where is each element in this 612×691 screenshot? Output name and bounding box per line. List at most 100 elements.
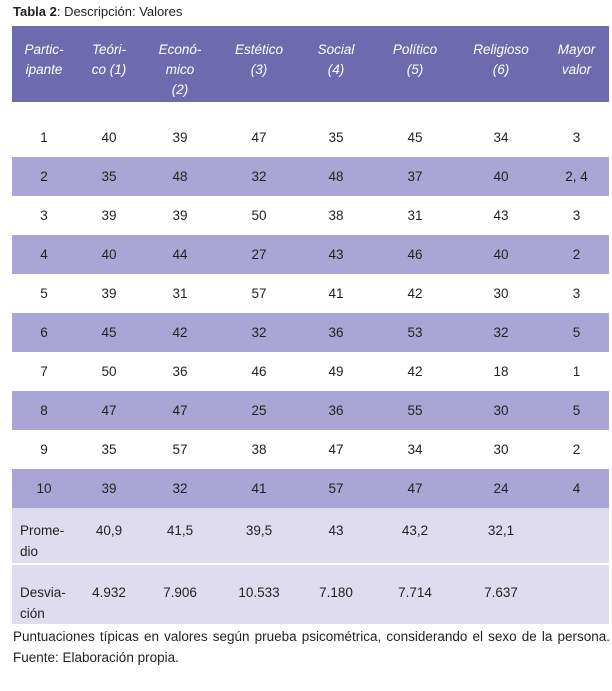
table-cell: 3 — [572, 130, 581, 145]
table-cell: 18 — [493, 364, 509, 379]
summary-cell: 7.637 — [458, 564, 544, 624]
table-cell: 40 — [101, 130, 117, 145]
table-cell: 43 — [300, 235, 372, 274]
summary-label-line: ción — [20, 606, 45, 621]
table-cell: 41 — [328, 286, 344, 301]
table-title: : Descripción: Valores — [56, 4, 183, 19]
table-cell: 46 — [251, 364, 267, 379]
column-header-line: (6) — [492, 62, 510, 77]
table-cell: 57 — [251, 286, 267, 301]
summary-cell: 10.533 — [218, 564, 300, 624]
table-cell: 39 — [76, 469, 142, 508]
column-header-line: Mayor — [557, 42, 596, 57]
table-cell: 43 — [493, 208, 509, 223]
column-header-line: (4) — [327, 62, 345, 77]
table-cell: 9 — [40, 442, 48, 457]
summary-row: Prome-dio 40,9 41,5 39,5 43 43,2 32,1 — [12, 508, 609, 565]
table-cell: 39 — [101, 208, 117, 223]
summary-label-line: Prome- — [20, 523, 65, 538]
summary-cell: 43 — [300, 508, 372, 565]
table-body: 1 40 39 47 35 45 34 3 2 35 48 32 48 37 40 2, 4 3 39 39 50 38… — [12, 102, 609, 624]
table-cell: 27 — [218, 235, 300, 274]
table-caption: Tabla 2: Descripción: Valores — [13, 3, 182, 20]
table-cell: 39 — [172, 208, 188, 223]
table-cell: 2 — [12, 157, 76, 196]
table-row: 6 45 42 32 36 53 32 5 — [12, 313, 609, 352]
table-cell: 25 — [218, 391, 300, 430]
column-header: Social (4) — [300, 26, 372, 102]
table-cell: 2, 4 — [544, 157, 609, 196]
table-cell: 7 — [40, 364, 48, 379]
column-header-line: mico — [165, 62, 195, 77]
table-cell: 57 — [172, 442, 188, 457]
summary-cell — [544, 564, 609, 624]
table-number: Tabla 2 — [13, 4, 57, 19]
table-cell: 47 — [372, 469, 458, 508]
table-cell: 47 — [251, 130, 267, 145]
table-cell: 1 — [40, 130, 48, 145]
table-cell: 41 — [218, 469, 300, 508]
column-header: Econó-mico (2) — [142, 26, 218, 102]
table-row: 10 39 32 41 57 47 24 4 — [12, 469, 609, 508]
table-cell: 47 — [76, 391, 142, 430]
table-cell: 3 — [40, 208, 48, 223]
summary-cell: 7.180 — [300, 564, 372, 624]
table-cell: 48 — [300, 157, 372, 196]
table-cell: 24 — [458, 469, 544, 508]
table-cell: 34 — [493, 130, 509, 145]
column-header: Mayor valor — [544, 26, 609, 102]
table-cell: 31 — [407, 208, 423, 223]
table-cell: 5 — [544, 313, 609, 352]
table-cell: 31 — [172, 286, 188, 301]
summary-cell — [544, 508, 609, 565]
column-header: Estético (3) — [218, 26, 300, 102]
table-cell: 32 — [142, 469, 218, 508]
summary-cell: 41,5 — [142, 508, 218, 565]
table-cell: 6 — [12, 313, 76, 352]
table-row: 9 35 57 38 47 34 30 2 — [12, 430, 609, 469]
table-cell: 4 — [12, 235, 76, 274]
table-cell: 10 — [12, 469, 76, 508]
column-header-line: (3) — [250, 62, 268, 77]
table-cell: 3 — [572, 286, 581, 301]
table-cell: 47 — [328, 442, 344, 457]
table-cell: 2 — [572, 442, 581, 457]
column-header: Partic-ipante — [12, 26, 76, 102]
table-cell: 36 — [300, 391, 372, 430]
table-cell: 30 — [493, 286, 509, 301]
table-cell: 2 — [544, 235, 609, 274]
table-note: Puntuaciones típicas en valores según pr… — [13, 629, 610, 665]
table-cell: 40 — [458, 235, 544, 274]
column-header-line: valor — [561, 62, 592, 77]
table-cell: 5 — [544, 391, 609, 430]
summary-label-line: Desvia- — [20, 585, 66, 600]
table-row: 8 47 47 25 36 55 30 5 — [12, 391, 609, 430]
table-cell: 8 — [12, 391, 76, 430]
summary-row: Desvia-ción 4.932 7.906 10.533 7.180 7.714 7.6… — [12, 564, 609, 624]
table-row: 7 50 36 46 49 42 18 1 — [12, 352, 609, 391]
table-cell: 53 — [372, 313, 458, 352]
table-cell: 32 — [218, 313, 300, 352]
summary-cell: 43,2 — [372, 508, 458, 565]
table-cell: 30 — [493, 442, 509, 457]
table-cell: 38 — [328, 208, 344, 223]
column-header-line: Estético — [234, 42, 284, 57]
column-header-line: Partic- — [24, 42, 64, 57]
header-row: Partic-ipante Teóri-co (1) Econó-mico (2) Es… — [12, 26, 609, 102]
table-cell: 46 — [372, 235, 458, 274]
table-cell: 40 — [76, 235, 142, 274]
summary-label: Desvia-ción — [12, 564, 76, 624]
column-header-line: Político — [392, 42, 438, 57]
table-cell: 37 — [372, 157, 458, 196]
summary-cell: 32,1 — [458, 508, 544, 565]
table-cell: 3 — [572, 208, 581, 223]
table-cell: 32 — [218, 157, 300, 196]
table-row: 3 39 39 50 38 31 43 3 — [12, 196, 609, 235]
table-cell: 42 — [407, 364, 423, 379]
table-cell: 35 — [101, 442, 117, 457]
table-cell: 38 — [251, 442, 267, 457]
table-cell: 30 — [458, 391, 544, 430]
table-row: 1 40 39 47 35 45 34 3 — [12, 102, 609, 157]
table-cell: 45 — [76, 313, 142, 352]
summary-cell: 7.714 — [372, 564, 458, 624]
